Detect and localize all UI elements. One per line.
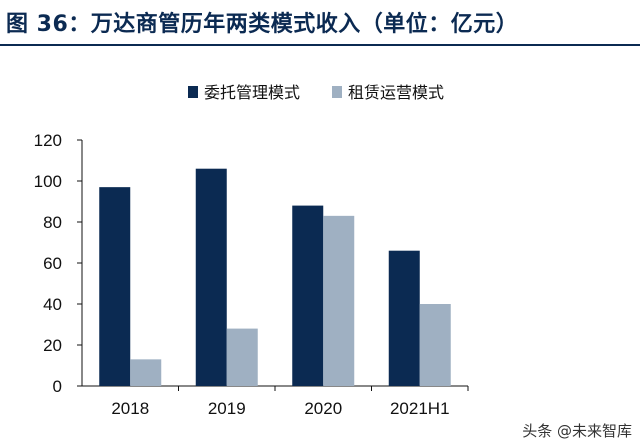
bar-entrusted-management-2020: [292, 205, 324, 386]
legend-item-entrusted-management-swatch: [188, 86, 198, 98]
chart-bars: [99, 168, 451, 386]
chart-axes: 0 20 40 60 80 100 120 2018 2019 2020 2021H1: [34, 131, 469, 418]
y-tick-label: 120: [34, 131, 62, 150]
bar-entrusted-management-2021H1: [388, 250, 420, 386]
x-tick-label: 2021H1: [390, 399, 450, 418]
chart-legend: 委托管理模式 租赁运营模式: [188, 83, 444, 102]
x-tick-label: 2019: [208, 399, 246, 418]
y-tick-label: 100: [34, 172, 62, 191]
y-tick-label: 0: [53, 377, 62, 396]
x-tick-label: 2018: [111, 399, 149, 418]
y-tick-label: 20: [43, 336, 62, 355]
legend-item-entrusted-management-label: 委托管理模式: [204, 83, 300, 102]
watermark-text: 头条 @未来智库: [522, 422, 632, 440]
legend-item-leasing-operation-swatch: [332, 86, 342, 98]
bar-leasing-operation-2020: [323, 215, 355, 386]
y-tick-label: 80: [43, 213, 62, 232]
x-tick-label: 2020: [304, 399, 342, 418]
figure-title-bar: 图 36：万达商管历年两类模式收入（单位：亿元）: [0, 0, 640, 46]
y-tick-label: 40: [43, 295, 62, 314]
bar-leasing-operation-2019: [226, 328, 258, 386]
bar-leasing-operation-2021H1: [419, 304, 451, 386]
bar-entrusted-management-2018: [99, 187, 131, 386]
figure-title: 图 36：万达商管历年两类模式收入（单位：亿元）: [6, 12, 519, 37]
y-tick-label: 60: [43, 254, 62, 273]
bar-leasing-operation-2018: [130, 359, 162, 386]
bar-entrusted-management-2019: [195, 168, 227, 386]
legend-item-leasing-operation-label: 租赁运营模式: [348, 83, 444, 102]
